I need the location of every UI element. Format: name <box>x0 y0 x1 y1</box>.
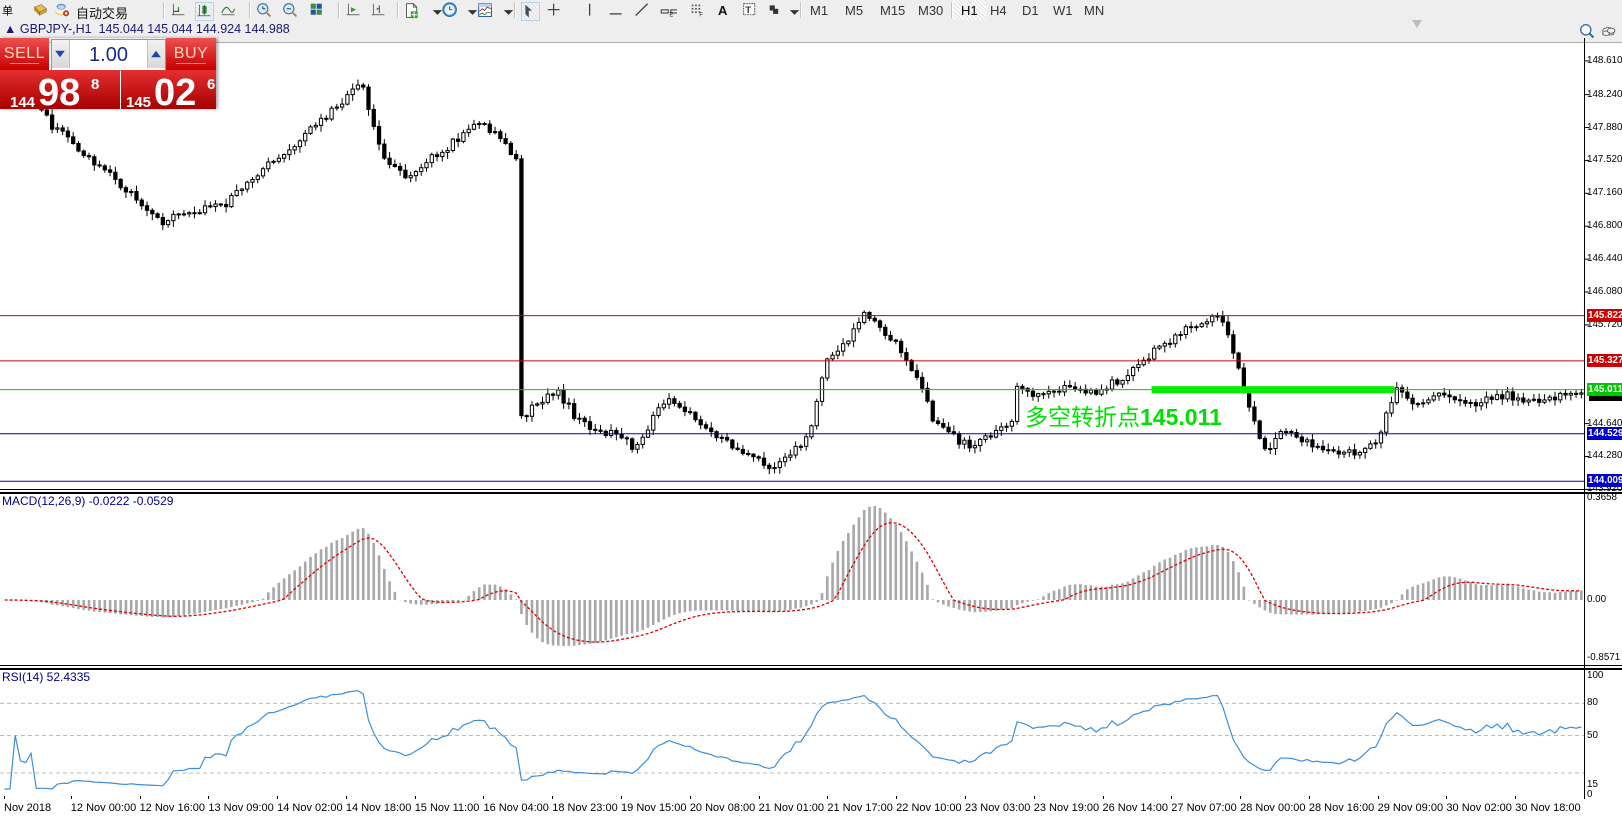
svg-text:T: T <box>745 5 751 15</box>
svg-text:E: E <box>669 12 673 18</box>
svg-text:F: F <box>699 12 703 18</box>
svg-text:▭▭: ▭▭ <box>660 6 677 17</box>
svg-text:单: 单 <box>2 5 13 18</box>
